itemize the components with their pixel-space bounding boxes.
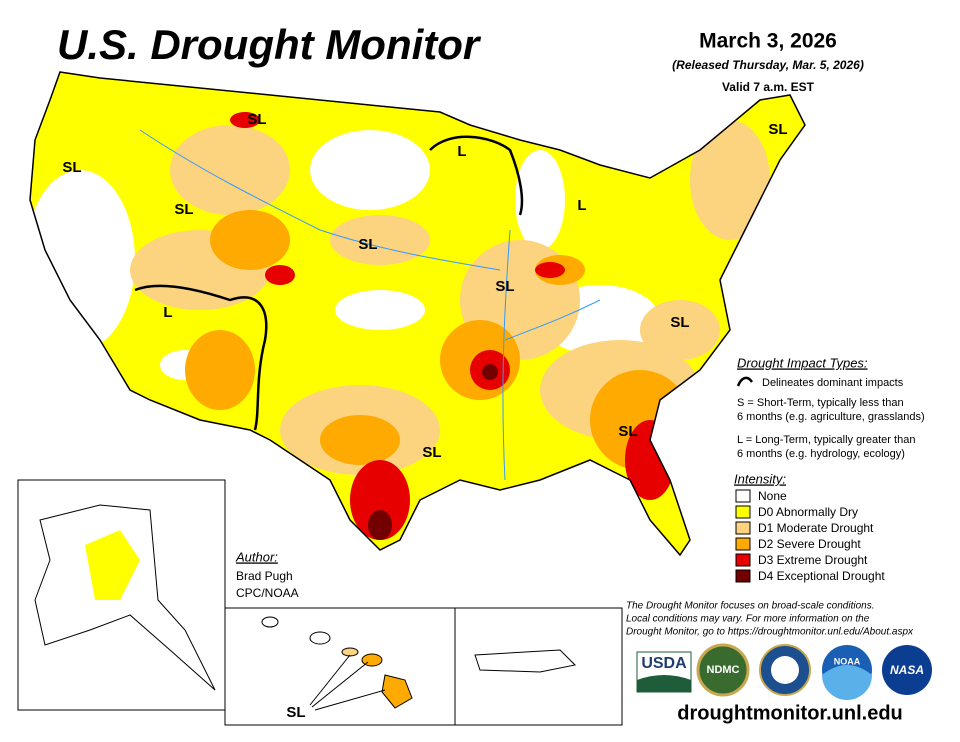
impact-label: SL	[247, 111, 266, 128]
usda-logo-wave	[637, 675, 691, 692]
nasa-text: NASA	[890, 663, 924, 677]
ndmc-logo	[696, 643, 750, 697]
intensity-heading: Intensity:	[734, 471, 786, 486]
legend-swatch	[735, 553, 751, 567]
pointer	[311, 661, 369, 708]
impact-label: SL	[670, 314, 689, 331]
legend-label: D1 Moderate Drought	[758, 521, 874, 535]
drought-area	[482, 364, 498, 380]
impact-label: SL	[286, 704, 305, 721]
drought-area	[170, 125, 290, 215]
impact-heading: Drought Impact Types:	[737, 355, 868, 370]
drought-area	[310, 130, 430, 210]
river	[139, 129, 501, 271]
puerto-rico	[474, 649, 577, 673]
drought-area	[690, 120, 770, 240]
drought-area	[350, 460, 410, 540]
impact-label: L	[163, 304, 172, 321]
impact-line	[134, 284, 268, 431]
river	[504, 299, 601, 341]
author-org: CPC/NOAA	[236, 586, 299, 600]
legend-label: D3 Extreme Drought	[758, 553, 868, 567]
legend-swatch	[735, 521, 751, 535]
date: March 3, 2026	[699, 30, 837, 53]
river	[502, 229, 511, 481]
island	[381, 674, 413, 709]
footnote: The Drought Monitor focuses on broad-sca…	[626, 601, 874, 612]
drought-area	[230, 112, 260, 128]
pointer	[314, 689, 386, 711]
legend-label: None	[758, 489, 787, 503]
sl-pointers	[309, 654, 386, 711]
impact-label: SL	[768, 121, 787, 138]
noaa-logo-wave	[822, 665, 872, 700]
drought-area	[335, 290, 425, 330]
released: (Released Thursday, Mar. 5, 2026)	[672, 58, 864, 72]
drought-area	[185, 330, 255, 410]
drought-area	[30, 170, 135, 350]
impact-line-label: Delineates dominant impacts	[762, 377, 904, 389]
legend-swatch	[735, 505, 751, 519]
author-heading: Author:	[235, 549, 278, 564]
title: U.S. Drought Monitor	[57, 21, 482, 68]
island	[261, 616, 279, 628]
author-name: Brad Pugh	[236, 569, 293, 583]
drought-area	[265, 265, 295, 285]
legend-label: D2 Severe Drought	[758, 537, 861, 551]
drought-area	[320, 415, 400, 465]
short-term: 6 months (e.g. agriculture, grasslands)	[737, 411, 925, 423]
legend-swatch	[735, 489, 751, 503]
hawaii	[261, 616, 413, 709]
drought-area	[640, 300, 720, 360]
rivers	[139, 129, 601, 481]
long-term: 6 months (e.g. hydrology, ecology)	[737, 448, 905, 460]
intensity-legend: None D0 Abnormally Dry D1 Moderate Drought…	[735, 489, 885, 583]
alaska-d0	[85, 530, 140, 600]
impact-label: L	[457, 143, 466, 160]
island	[341, 647, 359, 657]
hawaii-inset	[224, 607, 456, 726]
legend-label: D4 Exceptional Drought	[758, 569, 885, 583]
footnote: Local conditions may vary. For more info…	[626, 614, 870, 625]
drought-area	[535, 262, 565, 278]
long-term: L = Long-Term, typically greater than	[737, 434, 915, 446]
impact-label: SL	[495, 278, 514, 295]
drought-area	[368, 510, 392, 540]
drought-area	[210, 210, 290, 270]
ndmc-text: NDMC	[707, 664, 740, 676]
impact-label: SL	[618, 423, 637, 440]
short-term: S = Short-Term, typically less than	[737, 397, 904, 409]
impact-line-symbol	[736, 376, 754, 387]
impact-label: SL	[422, 444, 441, 461]
alaska	[34, 504, 216, 691]
island	[309, 631, 331, 645]
impact-label: SL	[62, 159, 81, 176]
website: droughtmonitor.unl.edu	[677, 702, 903, 724]
drought-area	[515, 150, 565, 250]
impact-label: L	[577, 197, 586, 214]
legend-swatch	[735, 569, 751, 583]
valid: Valid 7 a.m. EST	[722, 80, 815, 94]
legend-swatch	[735, 537, 751, 551]
drought-area	[330, 215, 430, 265]
legend-label: D0 Abnormally Dry	[758, 505, 858, 519]
impact-label: SL	[174, 201, 193, 218]
pointer	[309, 654, 351, 706]
noaa-text: NOAA	[834, 656, 861, 666]
footnote: Drought Monitor, go to https://droughtmo…	[626, 627, 914, 638]
nasa-logo	[882, 645, 932, 695]
impact-lines	[134, 135, 524, 431]
conus-outline	[29, 71, 806, 557]
usda-text: USDA	[641, 655, 687, 672]
impact-line	[429, 135, 524, 216]
commerce-logo-inner	[771, 656, 799, 684]
impact-label: SL	[358, 236, 377, 253]
